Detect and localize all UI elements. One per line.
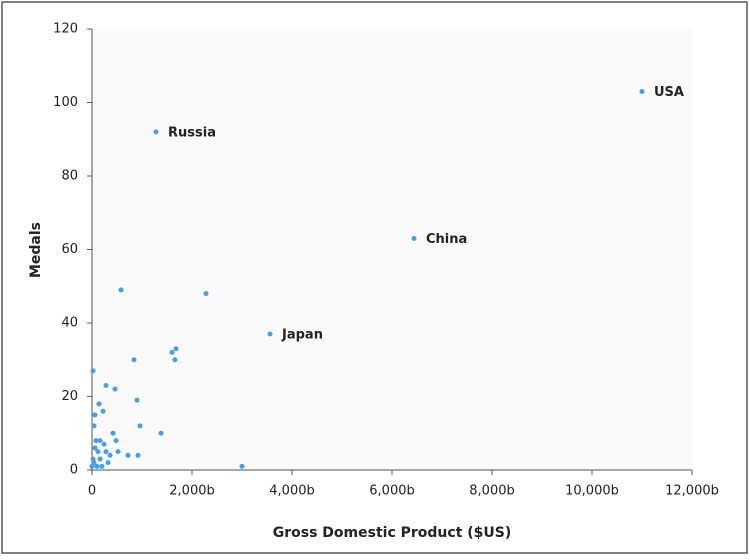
- point-label: Russia: [168, 125, 216, 140]
- data-point: [91, 423, 97, 429]
- data-point: [105, 460, 111, 466]
- data-point: [89, 463, 95, 469]
- y-axis-title: Medals: [28, 222, 44, 278]
- data-point: [97, 438, 103, 444]
- x-tick-label: 12,000b: [665, 484, 719, 499]
- y-tick-label: 0: [70, 463, 78, 478]
- data-point: [137, 423, 143, 429]
- x-tick-label: 0: [88, 484, 96, 499]
- y-tick-label: 60: [61, 242, 78, 257]
- data-point: [203, 291, 209, 297]
- data-point: [173, 346, 179, 352]
- x-tick-label: 6,000b: [369, 484, 414, 499]
- data-point: [169, 349, 175, 355]
- data-point: [267, 331, 273, 337]
- data-point: [101, 441, 107, 447]
- data-point: [95, 449, 101, 455]
- data-point: [92, 445, 98, 451]
- data-point: [172, 357, 178, 363]
- data-point: [135, 452, 141, 458]
- data-point: [118, 287, 124, 293]
- data-point: [97, 456, 103, 462]
- x-axis-title: Gross Domestic Product ($US): [273, 525, 512, 541]
- data-point: [134, 397, 140, 403]
- data-point: [131, 357, 137, 363]
- data-point: [112, 386, 118, 392]
- data-point: [110, 430, 116, 436]
- data-point: [90, 368, 96, 374]
- data-point: [96, 401, 102, 407]
- point-label: USA: [654, 85, 684, 100]
- data-point: [90, 456, 96, 462]
- x-tick-label: 4,000b: [269, 484, 314, 499]
- plot-area: [92, 29, 692, 470]
- data-point: [239, 463, 245, 469]
- data-point: [94, 463, 100, 469]
- x-tick-label: 2,000b: [169, 484, 214, 499]
- y-tick-label: 80: [61, 169, 78, 184]
- data-point: [107, 452, 113, 458]
- point-label: Japan: [281, 328, 323, 343]
- data-point: [92, 412, 98, 418]
- y-tick-label: 20: [61, 389, 78, 404]
- data-point: [93, 438, 99, 444]
- data-point: [411, 235, 417, 241]
- x-tick-label: 10,000b: [565, 484, 619, 499]
- data-point: [158, 430, 164, 436]
- data-point: [100, 408, 106, 414]
- point-label: China: [426, 232, 467, 247]
- y-tick-label: 40: [61, 316, 78, 331]
- data-point: [113, 438, 119, 444]
- data-point: [125, 452, 131, 458]
- x-tick-label: 8,000b: [469, 484, 514, 499]
- data-point: [103, 449, 109, 455]
- y-tick-label: 100: [53, 95, 78, 110]
- data-point: [115, 449, 121, 455]
- data-point: [103, 382, 109, 388]
- data-point: [153, 129, 159, 135]
- data-point: [639, 88, 645, 94]
- y-tick-label: 120: [53, 22, 78, 37]
- data-point: [99, 463, 105, 469]
